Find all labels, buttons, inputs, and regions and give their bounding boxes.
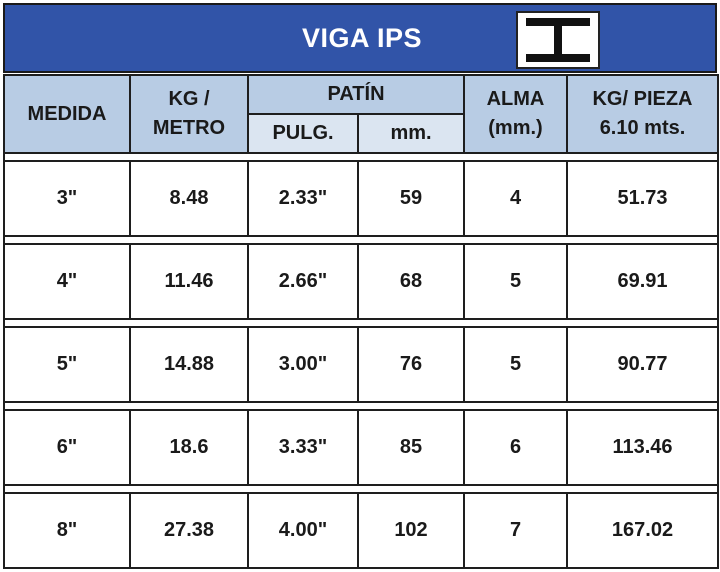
header-alma-line2: (mm.) [488,117,543,139]
cell-medida: 5" [3,326,131,403]
cell-kg-metro: 11.46 [129,243,249,320]
cell-kg-pieza: 51.73 [566,160,719,237]
i-beam-icon [516,11,600,69]
cell-kg-metro: 14.88 [129,326,249,403]
cell-kg-pieza: 167.02 [566,492,719,569]
cell-medida: 8" [3,492,131,569]
cell-medida: 4" [3,243,131,320]
table-row: 3" 8.48 2.33" 59 4 51.73 [3,160,719,237]
header-patin: PATÍN [247,74,465,115]
row-separator [3,484,719,494]
cell-mm: 85 [357,409,465,486]
spec-table: MEDIDA KG / METRO PATÍN ALMA (mm.) KG/ P… [3,74,719,569]
row-separator [3,152,719,162]
table-title: VIGA IPS [301,23,423,53]
header-row: MEDIDA KG / METRO PATÍN ALMA (mm.) KG/ P… [3,74,719,154]
cell-alma: 5 [463,326,568,403]
table-row: 4" 11.46 2.66" 68 5 69.91 [3,243,719,320]
header-kg-pieza-line1: KG/ PIEZA [592,88,693,110]
row-separator [3,318,719,328]
cell-pulg: 2.66" [247,243,359,320]
cell-kg-metro: 8.48 [129,160,249,237]
header-kg-pieza-line2: 6.10 mts. [599,117,686,139]
header-kg-metro: KG / METRO [129,74,249,154]
row-separator [3,401,719,411]
header-alma: ALMA (mm.) [463,74,568,154]
cell-mm: 59 [357,160,465,237]
cell-alma: 5 [463,243,568,320]
cell-pulg: 4.00" [247,492,359,569]
cell-mm: 102 [357,492,465,569]
table-row: 8" 27.38 4.00" 102 7 167.02 [3,492,719,569]
table-row: 5" 14.88 3.00" 76 5 90.77 [3,326,719,403]
header-medida: MEDIDA [3,74,131,154]
cell-kg-metro: 27.38 [129,492,249,569]
cell-pulg: 2.33" [247,160,359,237]
cell-kg-pieza: 90.77 [566,326,719,403]
cell-kg-metro: 18.6 [129,409,249,486]
cell-pulg: 3.33" [247,409,359,486]
subheader-row: PULG. mm. [4,113,718,154]
cell-mm: 76 [357,326,465,403]
header-pulg: PULG. [247,113,359,154]
cell-alma: 4 [463,160,568,237]
header-kg-pieza: KG/ PIEZA 6.10 mts. [566,74,719,154]
cell-alma: 7 [463,492,568,569]
cell-kg-pieza: 69.91 [566,243,719,320]
cell-alma: 6 [463,409,568,486]
header-mm: mm. [357,113,465,154]
table-row: 6" 18.6 3.33" 85 6 113.46 [3,409,719,486]
cell-medida: 6" [3,409,131,486]
cell-pulg: 3.00" [247,326,359,403]
cell-kg-pieza: 113.46 [566,409,719,486]
header-alma-line1: ALMA [486,88,545,110]
row-separator [3,235,719,245]
header-kg-metro-line2: METRO [152,117,226,139]
title-bar: VIGA IPS [3,3,717,73]
cell-mm: 68 [357,243,465,320]
header-kg-metro-line1: KG / [168,88,210,110]
cell-medida: 3" [3,160,131,237]
